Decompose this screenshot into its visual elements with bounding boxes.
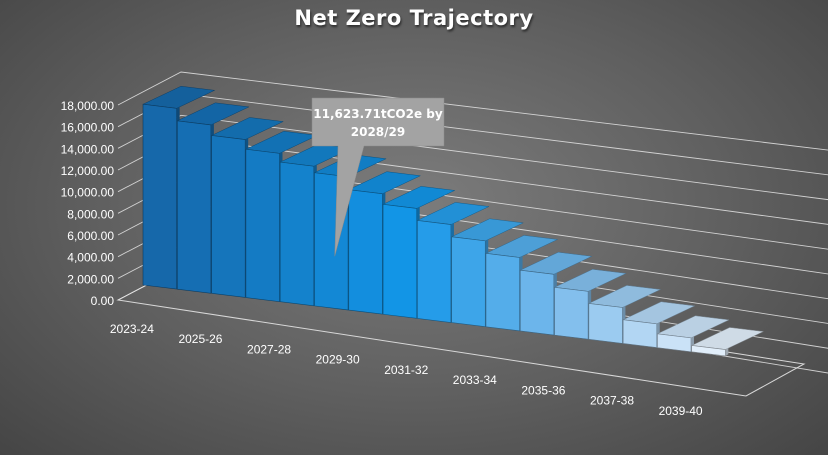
bar-side — [725, 348, 729, 356]
x-tick-label: 2027-28 — [247, 342, 291, 356]
bar-top — [485, 235, 559, 258]
bar-front — [588, 303, 623, 344]
callout-layer: 11,623.71tCO2e by 2028/29 — [311, 97, 445, 257]
y-tick-label: 12,000.00 — [61, 164, 115, 178]
bar-top — [416, 202, 490, 225]
bar-top — [622, 301, 696, 325]
y-tick-label: 8,000.00 — [67, 207, 114, 221]
y-tick-label: 14,000.00 — [61, 142, 115, 156]
bar-top — [382, 186, 456, 209]
x-tick-label: 2035-36 — [521, 383, 565, 397]
bar-top — [142, 85, 216, 109]
bar-front — [554, 286, 589, 340]
bar — [519, 251, 593, 336]
bar-top — [450, 218, 525, 242]
bars-layer — [142, 85, 765, 357]
x-tick-label: 2033-34 — [453, 373, 497, 387]
bar-front — [519, 269, 555, 336]
annotation-line2: 2028/29 — [351, 125, 405, 139]
bar-front — [211, 135, 246, 298]
gridline — [117, 71, 828, 151]
bar-front — [348, 189, 383, 315]
bar — [690, 327, 765, 357]
bar — [656, 315, 730, 353]
bar-top — [176, 102, 250, 126]
bar-front — [382, 204, 417, 319]
bar-front — [451, 236, 486, 328]
y-tick-label: 18,000.00 — [61, 99, 115, 113]
bar-top — [553, 269, 628, 292]
chart-title: Net Zero Trajectory — [294, 6, 534, 30]
y-tick-label: 4,000.00 — [67, 251, 114, 265]
bar — [210, 117, 285, 298]
bar-front — [622, 319, 658, 348]
annotation-line1: 11,623.71tCO2e by — [313, 107, 443, 121]
y-tick-label: 2,000.00 — [67, 272, 114, 286]
x-tick-label: 2023-24 — [110, 322, 154, 336]
bar-front — [142, 103, 177, 290]
bar-front — [176, 120, 212, 294]
labels-layer: 0.00 2,000.00 4,000.00 6,000.00 8,000.00 10,0… — [61, 99, 703, 418]
bar-front — [245, 148, 280, 302]
annotation-callout-shape — [311, 97, 445, 257]
gridline — [117, 114, 828, 201]
bar-top — [587, 285, 662, 308]
bar-top — [519, 251, 593, 275]
x-tick-label: 2025-26 — [178, 332, 222, 346]
bar-front — [485, 253, 520, 332]
bar — [587, 285, 662, 344]
x-tick-label: 2029-30 — [316, 353, 360, 367]
y-tick-label: 0.00 — [91, 294, 115, 308]
bar-front — [417, 220, 452, 323]
y-tick-label: 6,000.00 — [67, 229, 114, 243]
x-tick-label: 2031-32 — [384, 363, 428, 377]
y-tick-label: 10,000.00 — [61, 186, 115, 200]
x-tick-label: 2037-38 — [590, 394, 634, 408]
bar-front — [279, 161, 315, 307]
y-tick-label: 16,000.00 — [61, 121, 115, 135]
x-tick-label: 2039-40 — [659, 404, 703, 418]
